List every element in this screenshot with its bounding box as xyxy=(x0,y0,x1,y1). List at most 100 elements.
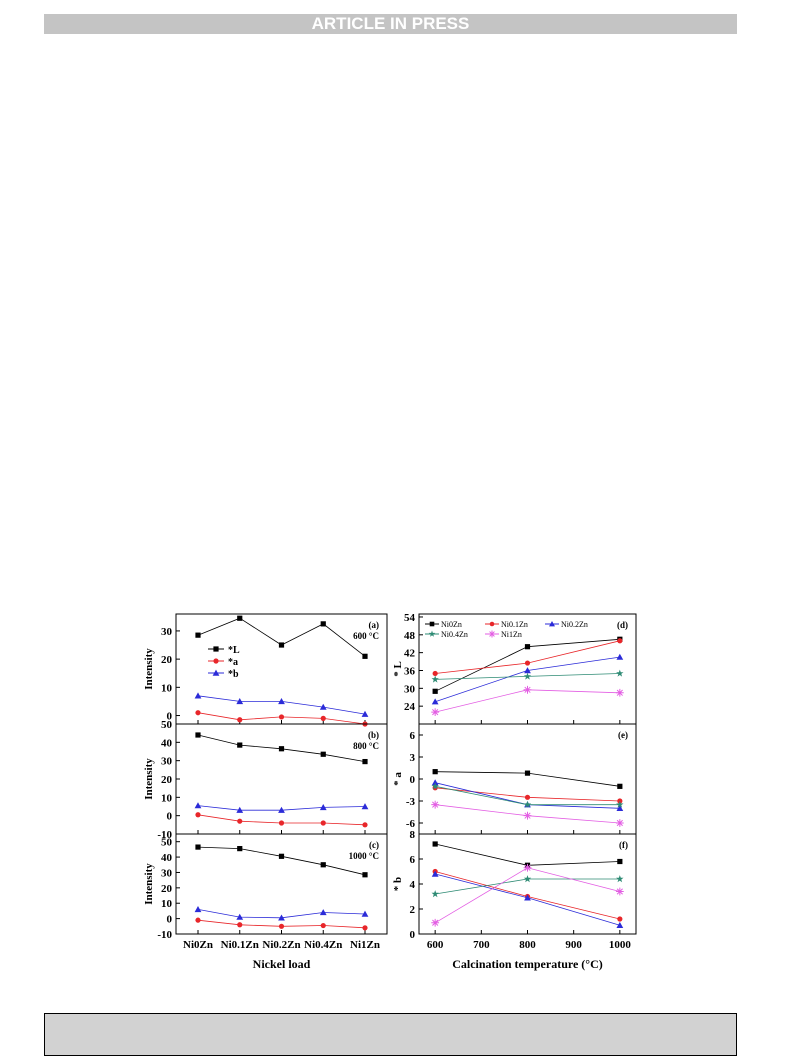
data-point-*b xyxy=(319,804,327,811)
data-point-Ni0.4Zn xyxy=(431,890,439,898)
series-line-*L xyxy=(197,846,366,876)
data-point-*b xyxy=(236,806,244,813)
legend-marker-Ni1Zn xyxy=(488,630,496,638)
x-tick-label: 700 xyxy=(473,939,490,951)
data-point-*L xyxy=(278,642,285,648)
y-axis-label: * a xyxy=(392,772,404,786)
y-tick-label: 0 xyxy=(410,774,416,786)
data-point-*b xyxy=(361,910,369,917)
data-point-*b xyxy=(278,806,285,813)
data-point-*L xyxy=(237,742,243,748)
data-point-*a xyxy=(278,820,285,826)
y-tick-label: 0 xyxy=(167,811,173,823)
data-point-Ni1Zn xyxy=(523,863,532,872)
temperature-label: 800 °C xyxy=(353,741,379,751)
data-point-*a xyxy=(320,715,326,721)
data-point-Ni0Zn xyxy=(432,769,438,775)
x-tick-label: Ni0.4Zn xyxy=(304,939,342,951)
data-point-Ni0.1Zn xyxy=(432,670,438,677)
y-tick-label: 48 xyxy=(404,630,416,642)
y-tick-label: -10 xyxy=(157,829,172,841)
y-tick-label: 10 xyxy=(161,792,173,804)
y-tick-label: 3 xyxy=(410,752,416,764)
data-point-Ni0.2Zn xyxy=(431,870,439,877)
legend-marker-*a xyxy=(213,658,219,664)
data-point-*L xyxy=(320,862,326,868)
data-point-*L xyxy=(237,615,243,621)
data-point-Ni0.4Zn xyxy=(523,875,532,883)
data-point-*a xyxy=(362,925,368,931)
panel-frame xyxy=(418,833,637,935)
y-axis-label: Intensity xyxy=(143,648,155,690)
y-tick-label: -3 xyxy=(406,796,416,808)
x-tick-label: 600 xyxy=(427,939,444,951)
data-point-*a xyxy=(195,710,201,716)
data-point-Ni0Zn xyxy=(524,644,531,650)
data-point-*b xyxy=(319,703,327,710)
y-axis-label: * b xyxy=(392,877,404,891)
data-point-Ni1Zn xyxy=(615,887,624,896)
x-tick-label: Ni0Zn xyxy=(183,939,213,951)
temperature-label: 600 °C xyxy=(353,631,379,641)
data-point-*L xyxy=(278,746,285,752)
y-tick-label: 50 xyxy=(161,719,173,731)
data-point-*a xyxy=(195,812,201,818)
data-point-Ni0.4Zn xyxy=(616,800,624,808)
y-tick-label: 36 xyxy=(404,665,416,677)
data-point-Ni1Zn xyxy=(615,819,624,827)
legend-label-Ni0.4Zn: Ni0.4Zn xyxy=(441,630,468,639)
data-point-Ni0.4Zn xyxy=(523,672,532,680)
data-point-*a xyxy=(320,820,326,826)
x-tick-label: Ni0.1Zn xyxy=(221,939,259,951)
data-point-*L xyxy=(195,732,201,738)
temperature-label: 1000 °C xyxy=(349,851,379,861)
data-point-*b xyxy=(236,913,244,920)
series-line-*L xyxy=(197,617,366,657)
y-tick-label: 50 xyxy=(161,837,173,849)
legend-marker-Ni0.2Zn xyxy=(549,621,555,627)
data-point-Ni1Zn xyxy=(523,685,532,694)
panel-d: 24 30 36 42 48 54 * L (d) Ni0Zn Ni0.1Zn Ni0.2Zn Ni0… xyxy=(392,612,637,725)
data-point-Ni1Zn xyxy=(615,688,624,697)
data-point-Ni0.2Zn xyxy=(616,653,624,660)
y-tick-label: 30 xyxy=(404,683,416,695)
legend-label-Ni0.1Zn: Ni0.1Zn xyxy=(501,620,528,629)
data-point-*a xyxy=(278,714,285,720)
data-point-Ni0Zn xyxy=(617,783,623,789)
data-point-*b xyxy=(194,802,202,809)
data-point-*b xyxy=(319,909,327,916)
y-tick-label: 8 xyxy=(410,829,416,841)
data-point-Ni1Zn xyxy=(523,811,532,820)
data-point-Ni0Zn xyxy=(524,770,531,776)
x-tick-label: Ni0.2Zn xyxy=(262,939,300,951)
panel-c: -10 0 10 20 30 40 50 Ni0Zn Ni0.1Zn Ni0.2Zn Ni0.4Zn… xyxy=(143,833,388,971)
data-point-*a xyxy=(320,922,326,929)
legend-label-Ni1Zn: Ni1Zn xyxy=(501,630,522,639)
x-tick-label: 900 xyxy=(565,939,582,951)
data-point-*b xyxy=(361,803,369,810)
y-tick-label: 42 xyxy=(404,648,416,660)
data-point-*L xyxy=(195,632,201,638)
y-tick-label: -10 xyxy=(157,929,172,941)
legend-marker-*b xyxy=(212,669,220,676)
data-point-Ni0.4Zn xyxy=(616,875,624,883)
data-point-*b xyxy=(278,698,285,705)
data-point-*L xyxy=(320,621,326,627)
panel-label: (e) xyxy=(618,730,628,740)
y-tick-label: 30 xyxy=(161,626,173,638)
y-tick-label: 6 xyxy=(410,854,416,866)
data-point-Ni1Zn xyxy=(431,800,440,809)
y-tick-label: 30 xyxy=(161,756,173,768)
series-line-Ni0Zn xyxy=(435,843,620,866)
data-point-*b xyxy=(194,906,202,913)
legend-label-*a: *a xyxy=(228,657,238,668)
panel-label: (b) xyxy=(368,730,379,740)
panel-b: -10 0 10 20 30 40 50 Intensity (b)800 °C xyxy=(143,719,388,841)
legend-marker-Ni0.4Zn xyxy=(428,630,436,637)
y-tick-label: 24 xyxy=(404,701,416,713)
legend-label-Ni0Zn: Ni0Zn xyxy=(441,620,462,629)
data-point-Ni0.1Zn xyxy=(524,794,531,800)
legend-marker-*L xyxy=(213,646,219,652)
data-point-*a xyxy=(237,717,243,723)
